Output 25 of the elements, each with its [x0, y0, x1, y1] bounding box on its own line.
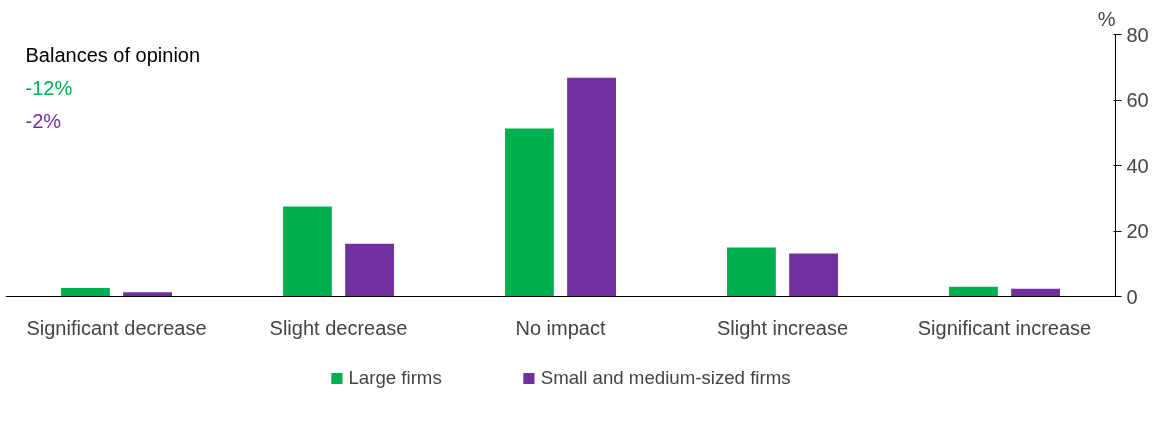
y-tick-label: 40 [1126, 154, 1149, 177]
y-tick-label: 0 [1126, 285, 1138, 308]
bar [727, 247, 776, 297]
annotation: -2% [25, 109, 62, 132]
bar [567, 77, 616, 297]
x-tick-label: No impact [515, 316, 606, 339]
x-tick-label: Slight increase [716, 316, 849, 339]
y-tick-label: 60 [1126, 89, 1149, 111]
y-tick-label: 20 [1126, 220, 1149, 242]
x-tick-label: Significant decrease [26, 316, 207, 339]
x-tick-label: Slight decrease [269, 316, 408, 339]
legend-label: Large firms [348, 367, 442, 389]
annotation: Balances of opinion [25, 43, 201, 66]
annotation: -12% [25, 76, 73, 99]
bar [505, 128, 554, 297]
bar [949, 286, 998, 297]
bar [789, 253, 838, 297]
x-tick-label: Significant increase [917, 316, 1092, 339]
legend-label: Small and medium-sized firms [540, 367, 791, 389]
bar [123, 292, 172, 297]
bar [345, 243, 394, 297]
bar [61, 287, 110, 297]
y-axis-title: % [1097, 7, 1116, 30]
bar [283, 206, 332, 297]
y-tick-label: 80 [1126, 23, 1149, 46]
